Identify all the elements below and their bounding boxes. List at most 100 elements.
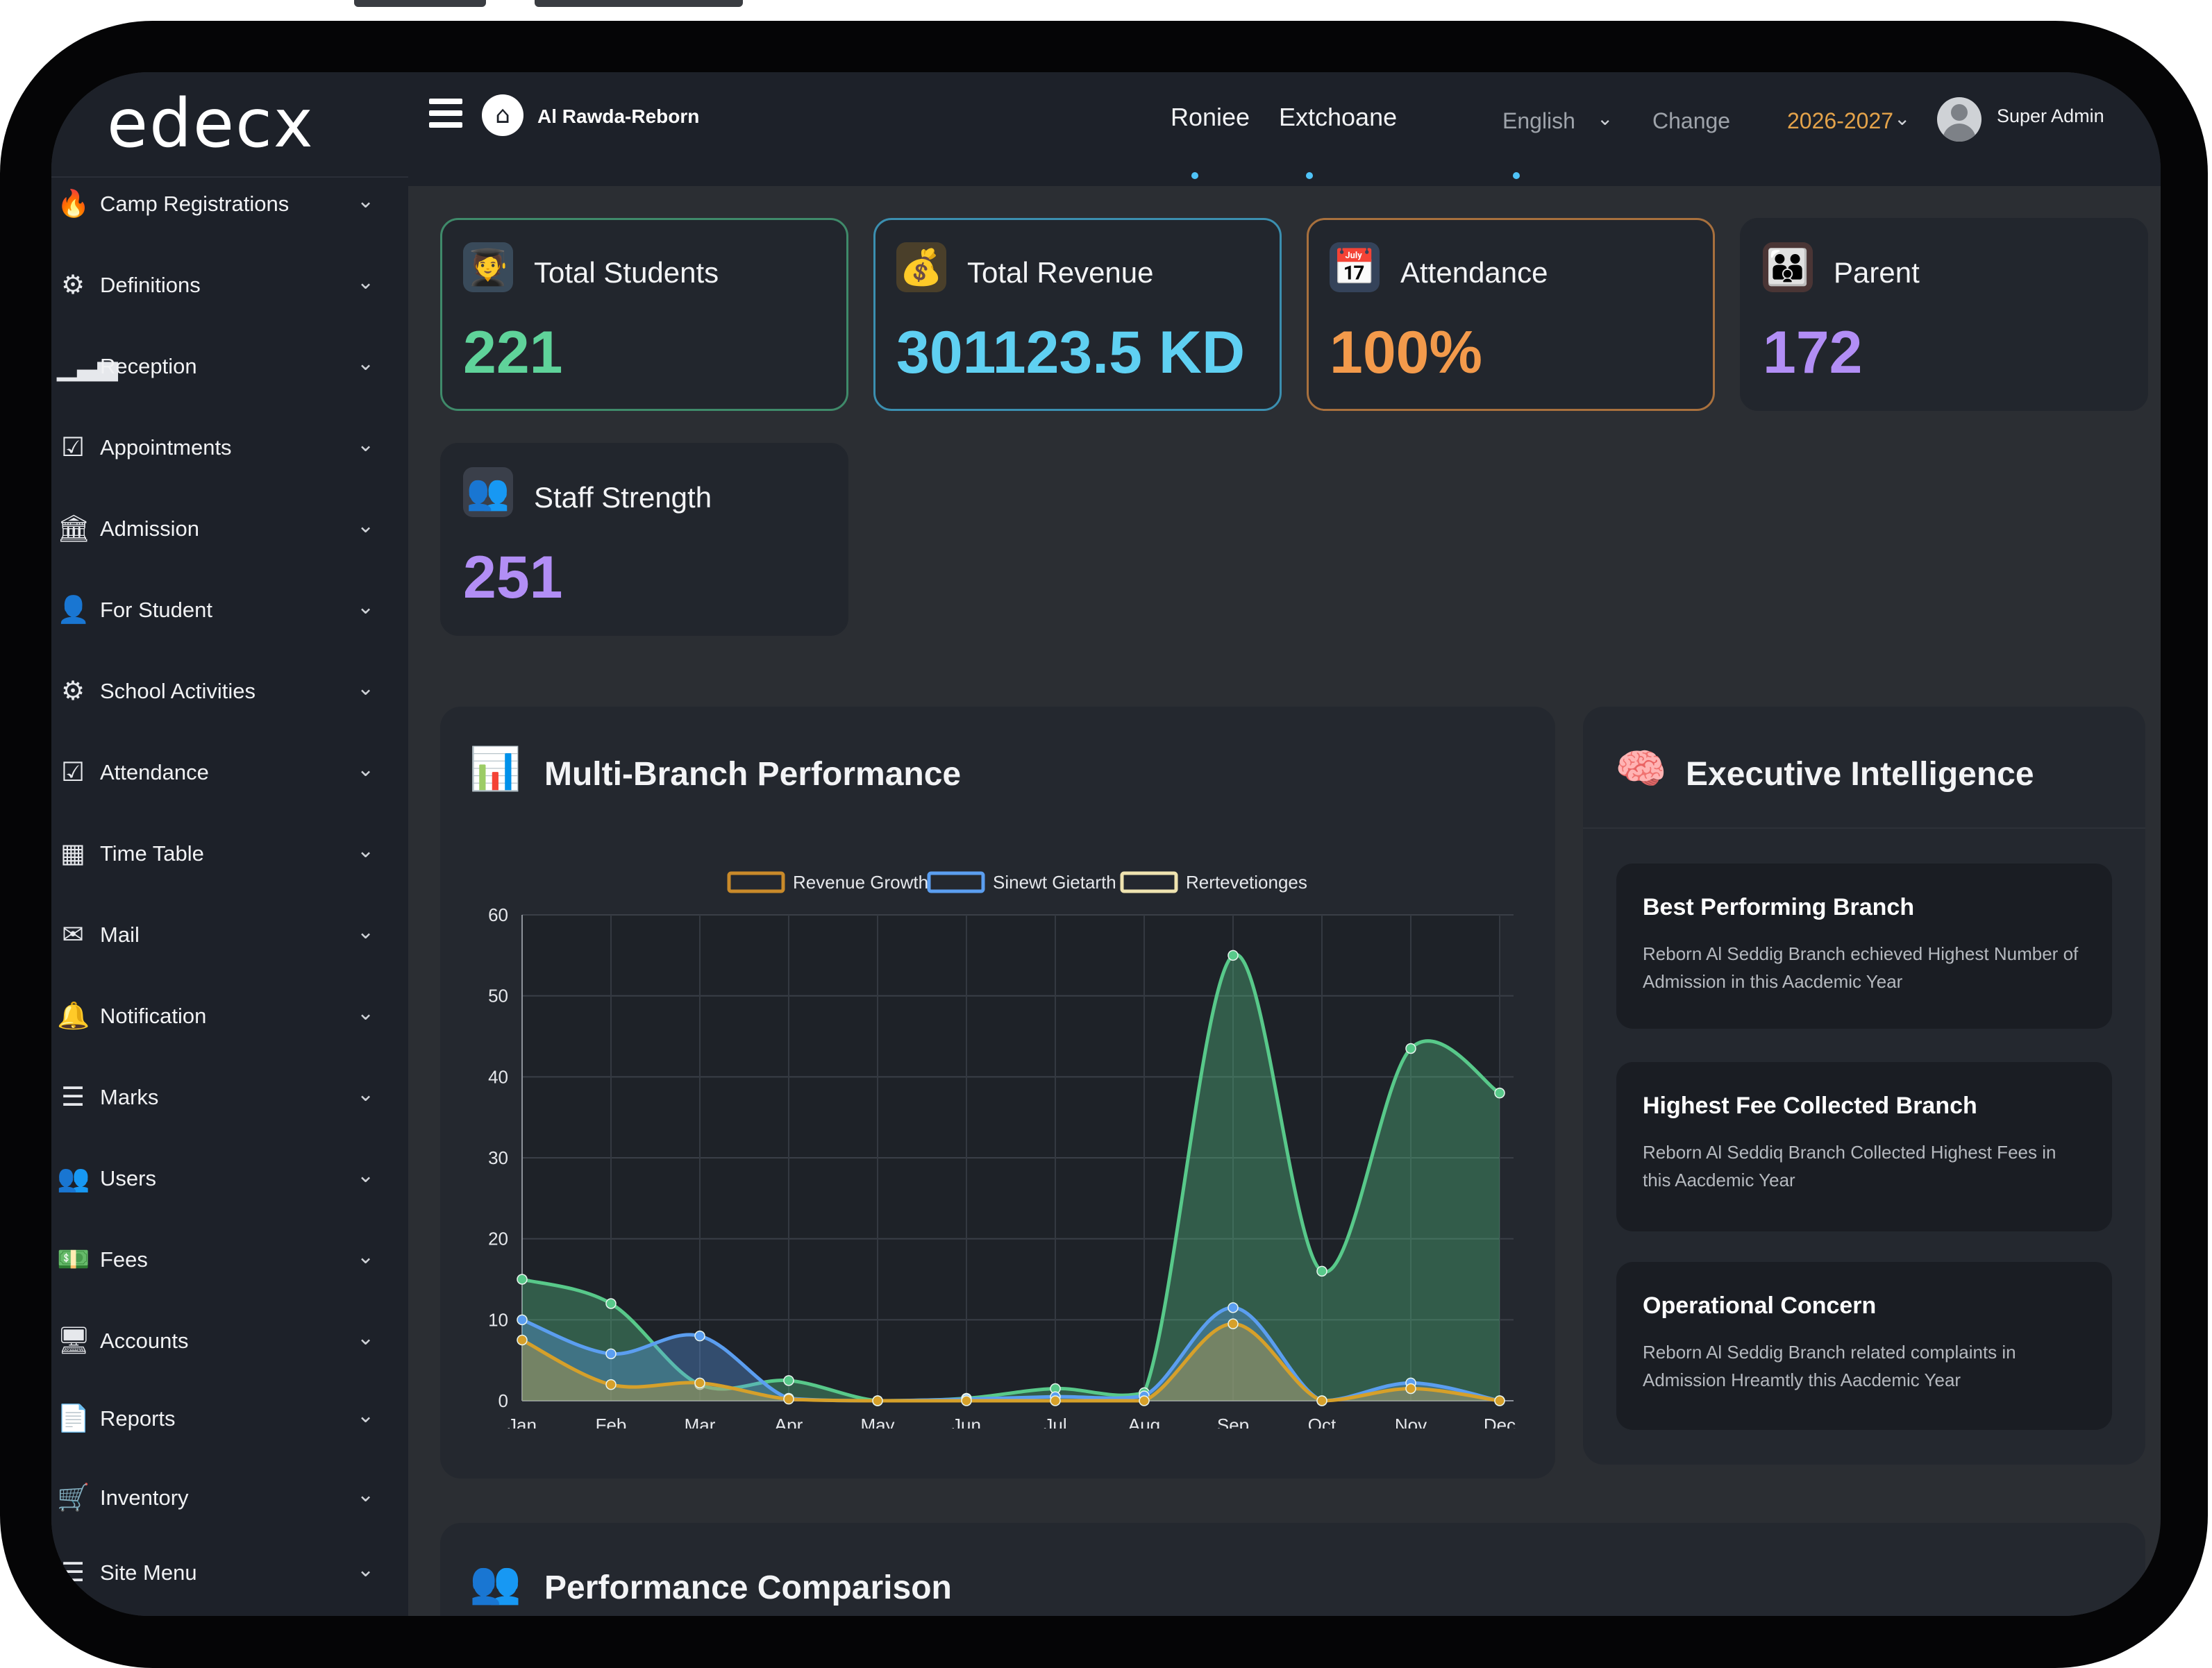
insight-title: Highest Fee Collected Branch (1643, 1093, 1977, 1119)
data-point (1139, 1395, 1150, 1406)
tab-roniee[interactable]: Roniee (1171, 103, 1250, 131)
stat-card-total-students[interactable]: 🧑‍🎓 Total Students 221 (440, 218, 848, 411)
chevron-down-icon: ⌄ (357, 1404, 375, 1428)
sidebar-item-for-student[interactable]: 👤 For Student ⌄ (51, 582, 408, 638)
x-tick-label: Jun (952, 1415, 981, 1429)
sidebar-item-attendance[interactable]: ☑ Attendance ⌄ (51, 745, 408, 800)
sidebar-item-fees[interactable]: 💵 Fees ⌄ (51, 1232, 408, 1288)
x-tick-label: Aug (1128, 1415, 1160, 1429)
sidebar-item-label: Marks (100, 1085, 159, 1109)
sidebar-item-site-menu[interactable]: ☰ Site Menu ⌄ (51, 1545, 408, 1601)
data-point (872, 1395, 883, 1406)
stat-card-value: 251 (463, 544, 563, 611)
x-tick-label: Jul (1044, 1415, 1066, 1429)
sidebar-item-label: Mail (100, 923, 140, 947)
avatar[interactable] (1937, 97, 1981, 142)
sidebar-item-users[interactable]: 👥 Users ⌄ (51, 1151, 408, 1206)
stat-card-title: Parent (1834, 256, 1920, 289)
x-tick-label: Nov (1395, 1415, 1427, 1429)
language-select[interactable]: English (1502, 108, 1575, 133)
tab-extchoane[interactable]: Extchoane (1279, 103, 1398, 131)
academic-year-select[interactable]: 2026-2027 (1787, 108, 1894, 133)
stat-card-title: Total Revenue (967, 256, 1154, 289)
calendar-check-icon: ☑ (60, 432, 85, 462)
chevron-down-icon[interactable]: ⌄ (1597, 107, 1614, 130)
revenue-icon: 💰 (896, 242, 946, 292)
document-icon: 📄 (57, 1403, 90, 1433)
monitor-icon: 🖥 (57, 1325, 91, 1356)
performance-comparison-panel: 👥 Performance Comparison (440, 1523, 2145, 1616)
y-tick-label: 20 (488, 1229, 508, 1249)
data-point (1405, 1383, 1416, 1395)
logo-area: edecx (51, 72, 408, 178)
sidebar-item-marks[interactable]: ☰ Marks ⌄ (51, 1070, 408, 1125)
sidebar-item-inventory[interactable]: 🛒 Inventory ⌄ (51, 1470, 408, 1526)
stat-card-staff-strength[interactable]: 👥 Staff Strength 251 (440, 443, 848, 636)
sidebar-item-camp-registrations[interactable]: 🔥 Camp Registrations ⌄ (51, 176, 408, 232)
data-point (517, 1314, 528, 1326)
sidebar-item-label: Fees (100, 1247, 148, 1272)
data-point (1228, 950, 1239, 961)
data-point (517, 1334, 528, 1346)
chevron-down-icon: ⌄ (357, 1245, 375, 1269)
data-point (1316, 1265, 1327, 1277)
sidebar-item-accounts[interactable]: 🖥 Accounts ⌄ (51, 1313, 408, 1369)
user-name[interactable]: Super Admin (1997, 106, 2104, 126)
student-icon: 🧑‍🎓 (463, 242, 513, 292)
sidebar-item-school-activities[interactable]: ⚙ School Activities ⌄ (51, 664, 408, 719)
money-icon: 💵 (57, 1244, 90, 1274)
insight-body: Reborn Al Seddiq Branch Collected Highes… (1643, 1142, 2056, 1190)
executive-intelligence-panel: 🧠 Executive Intelligence Best Performing… (1583, 707, 2145, 1465)
chevron-down-icon: ⌄ (357, 432, 375, 457)
legend-label: Sinewt Gietarth (993, 872, 1116, 893)
stat-card-total-revenue[interactable]: 💰 Total Revenue 301123.5 KD (873, 218, 1282, 411)
sidebar: edecx 🔥 Camp Registrations ⌄ ⚙ Definitio… (51, 72, 408, 1616)
sidebar-item-time-table[interactable]: ▦ Time Table ⌄ (51, 826, 408, 882)
data-point (1494, 1395, 1505, 1406)
insight-card-operational-concern[interactable]: Operational Concern Reborn Al Seddig Bra… (1616, 1262, 2112, 1430)
stat-card-parent[interactable]: 👪 Parent 172 (1740, 218, 2148, 411)
sidebar-item-label: Notification (100, 1004, 207, 1028)
staff-icon: 👥 (463, 467, 513, 517)
series-area (522, 1324, 1500, 1401)
performance-chart: 0 10 20 30 40 50 60 Jan Feb Mar Apr May Jun Jul Aug Sep… (488, 871, 1516, 1429)
device-notch-left (354, 0, 486, 7)
gears-icon: ⚙ (60, 269, 85, 300)
sidebar-item-label: Users (100, 1166, 156, 1190)
chevron-down-icon: ⌄ (357, 189, 375, 213)
insight-title: Best Performing Branch (1643, 894, 1915, 920)
insight-title: Operational Concern (1643, 1292, 1877, 1319)
chevron-down-icon: ⌄ (357, 595, 375, 619)
change-button[interactable]: Change (1652, 108, 1731, 133)
y-tick-label: 60 (488, 904, 508, 925)
insight-card-best-branch[interactable]: Best Performing Branch Reborn Al Seddig … (1616, 864, 2112, 1029)
chevron-down-icon: ⌄ (357, 1483, 375, 1507)
sidebar-item-reception[interactable]: ▁▃▅ Reception ⌄ (51, 339, 408, 394)
bell-icon: 🔔 (57, 1000, 90, 1031)
sidebar-item-label: Inventory (100, 1485, 189, 1510)
chevron-down-icon[interactable]: ⌄ (1894, 107, 1911, 130)
x-tick-label: Oct (1308, 1415, 1337, 1429)
stat-card-attendance[interactable]: 📅 Attendance 100% (1307, 218, 1715, 411)
sidebar-item-mail[interactable]: ✉ Mail ⌄ (51, 907, 408, 963)
top-header: ⌂ Al Rawda-Reborn Roniee Extchoane Engli… (408, 72, 2161, 186)
data-point (517, 1274, 528, 1285)
sidebar-item-admission[interactable]: 🏛 Admission ⌄ (51, 501, 408, 557)
stat-card-value: 301123.5 KD (896, 319, 1246, 386)
flame-icon: 🔥 (57, 188, 90, 219)
bar-chart-icon: 📊 (469, 745, 521, 793)
sidebar-item-definitions[interactable]: ⚙ Definitions ⌄ (51, 258, 408, 313)
sidebar-item-label: Definitions (100, 273, 201, 297)
insight-card-highest-fee[interactable]: Highest Fee Collected Branch Reborn Al S… (1616, 1062, 2112, 1231)
sidebar-item-appointments[interactable]: ☑ Appointments ⌄ (51, 420, 408, 475)
brand-logo[interactable]: edecx (107, 85, 315, 162)
users-icon: 👥 (57, 1163, 90, 1193)
sidebar-item-notification[interactable]: 🔔 Notification ⌄ (51, 988, 408, 1044)
series-line (521, 952, 1501, 1403)
hamburger-menu-icon[interactable] (429, 99, 462, 128)
home-icon[interactable]: ⌂ (482, 94, 523, 136)
sidebar-item-reports[interactable]: 📄 Reports ⌄ (51, 1391, 408, 1447)
sidebar-item-label: Reports (100, 1406, 176, 1431)
chevron-down-icon: ⌄ (357, 1001, 375, 1025)
insight-body: Reborn Al Seddig Branch echieved Highest… (1643, 943, 2079, 992)
